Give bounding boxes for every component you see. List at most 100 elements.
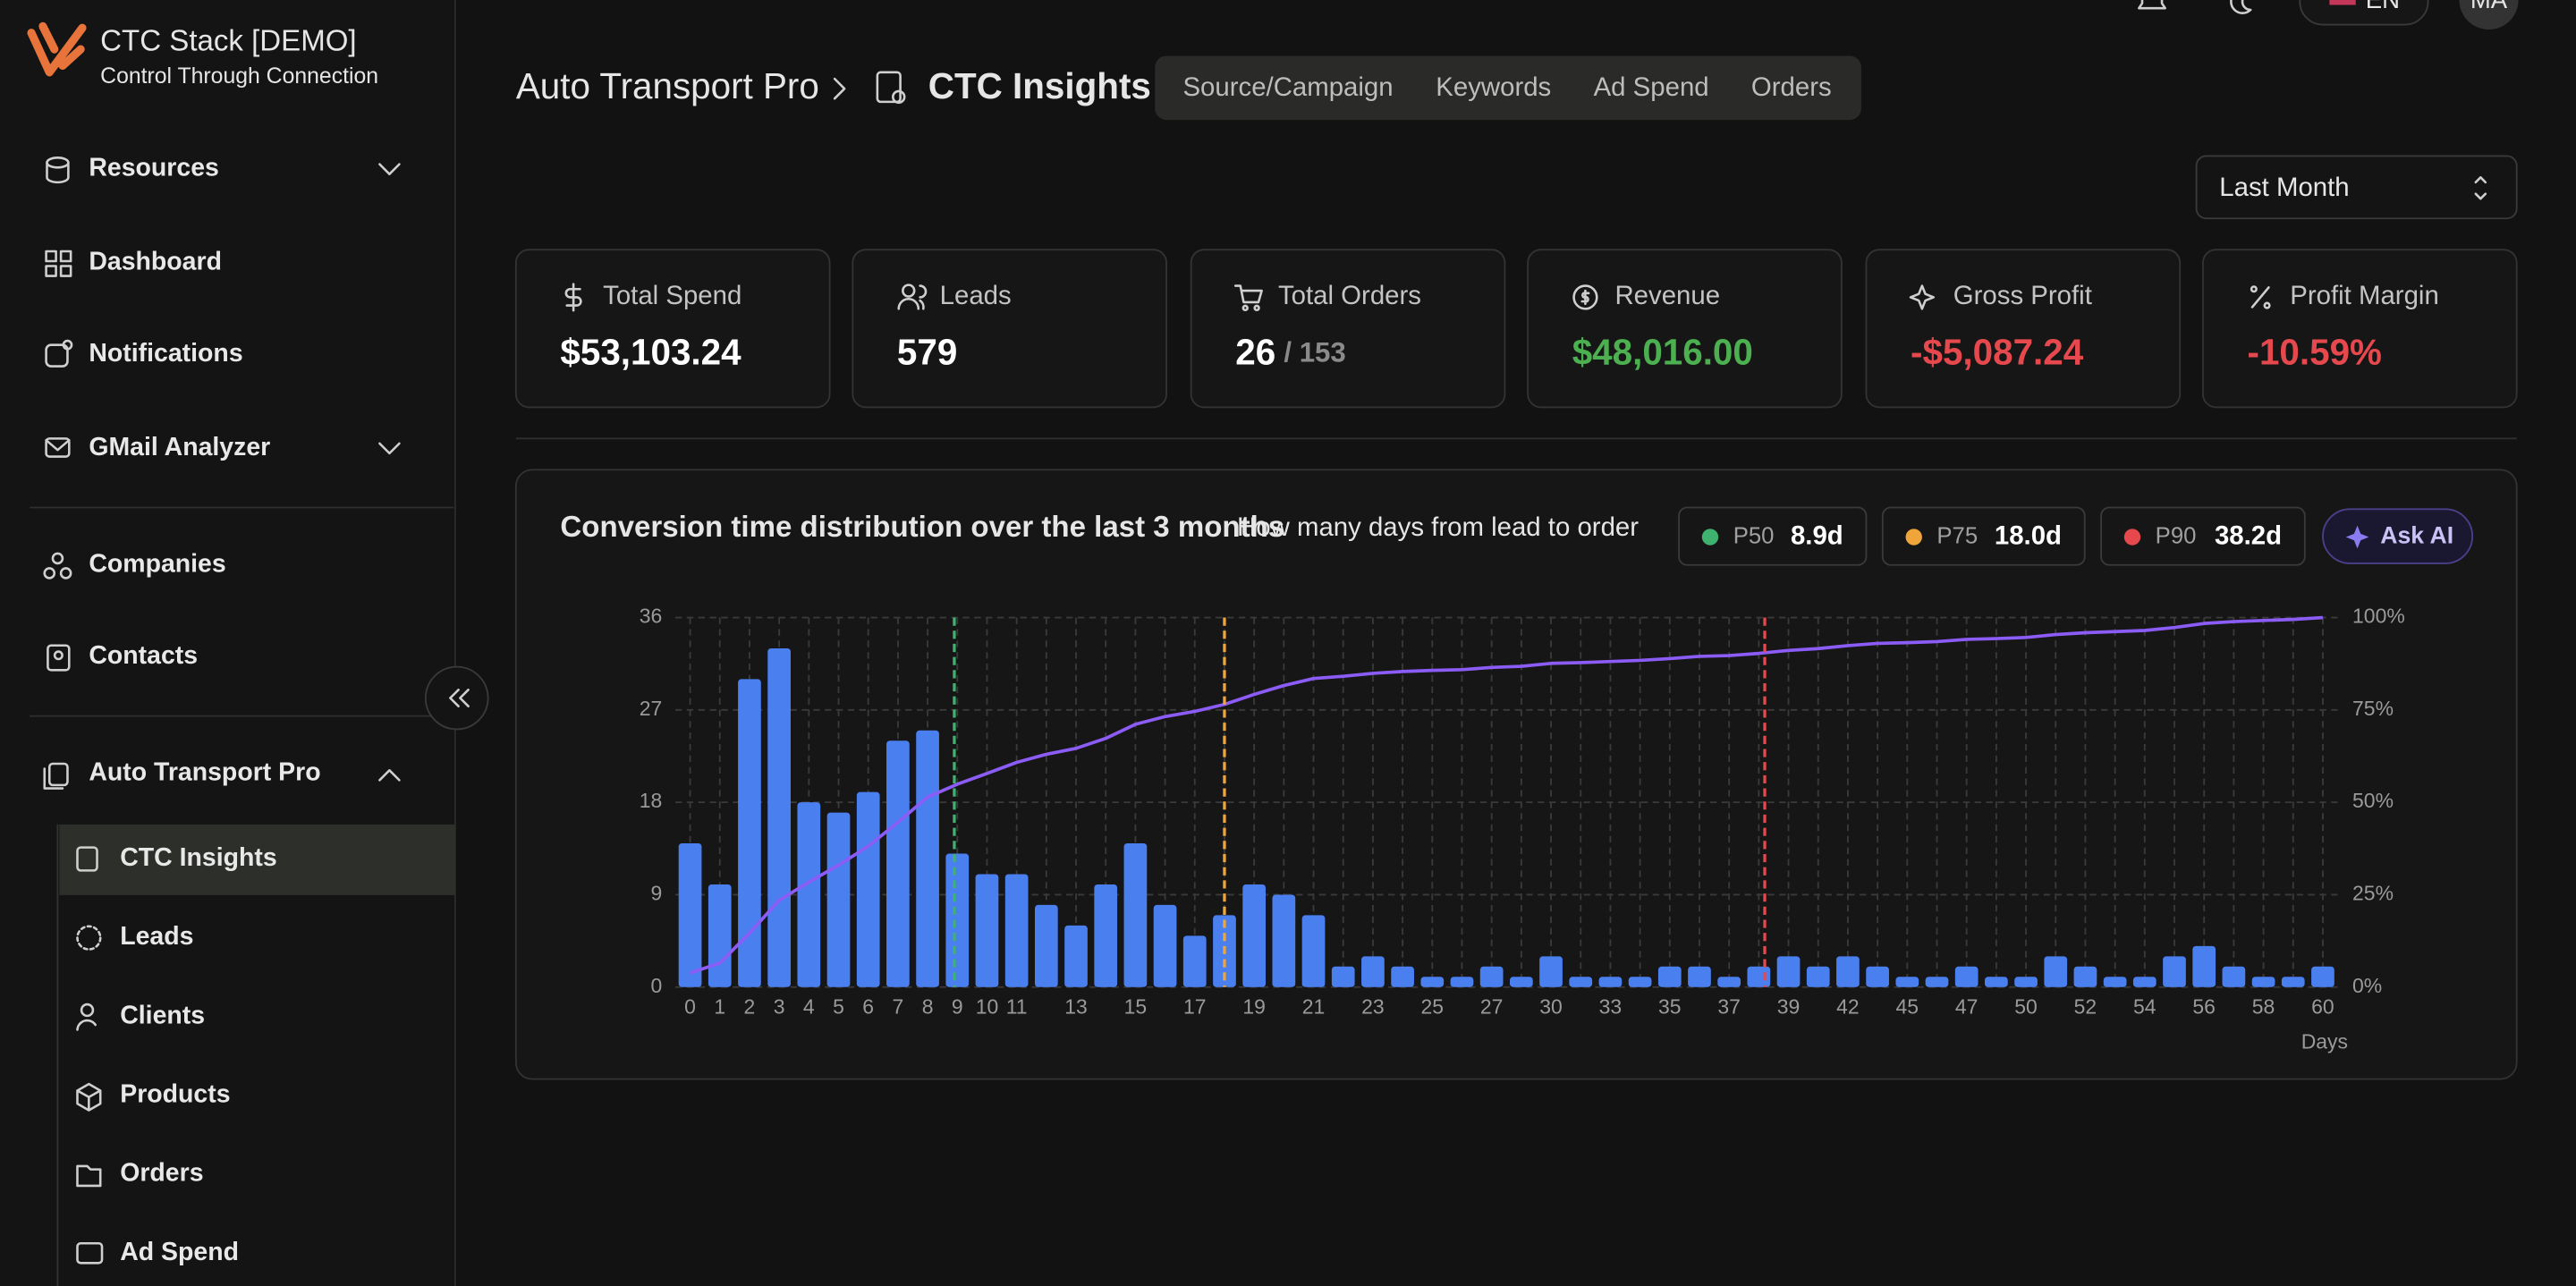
icon <box>59 567 72 580</box>
theme-icon[interactable] <box>2230 0 2252 14</box>
nav-item[interactable]: Resources <box>46 154 401 184</box>
y-tick-label: 18 <box>640 789 663 812</box>
x-tick-label: 13 <box>1064 995 1088 1019</box>
chevron <box>378 442 401 455</box>
stat-label: Revenue <box>1614 281 1720 310</box>
icon <box>45 250 57 263</box>
bar <box>1985 977 2008 987</box>
bar <box>856 791 880 987</box>
tab[interactable]: Ad Spend <box>1594 72 1709 102</box>
bell-icon[interactable] <box>2138 0 2166 10</box>
bar <box>1064 925 1088 987</box>
bar <box>1806 966 1830 987</box>
y2-tick-label: 75% <box>2352 697 2394 720</box>
stat-label: Gross Profit <box>1953 281 2092 310</box>
x-tick-label: 15 <box>1124 995 1148 1019</box>
stat-value: -10.59% <box>2248 331 2382 372</box>
tab[interactable]: Orders <box>1751 72 1832 102</box>
breadcrumb-current: CTC Insights <box>928 65 1151 106</box>
ask-ai-label: Ask AI <box>2380 522 2453 549</box>
bar <box>2073 966 2097 987</box>
x-tick-label: 7 <box>893 995 904 1019</box>
icon <box>45 437 71 458</box>
x-tick-label: 23 <box>1361 995 1385 1019</box>
chevron <box>378 769 401 782</box>
x-tick-label: 60 <box>2311 995 2334 1019</box>
percentile-value: 38.2d <box>2215 520 2282 550</box>
bar <box>945 853 970 987</box>
x-tick-label: 6 <box>862 995 874 1019</box>
icon <box>2250 285 2258 293</box>
stat-value: $48,016.00 <box>1572 331 1753 372</box>
y-tick-label: 36 <box>640 605 663 628</box>
nav-label: Resources <box>89 154 219 182</box>
x-tick-label: 0 <box>684 995 696 1019</box>
tab[interactable]: Keywords <box>1436 72 1551 102</box>
sub-nav-item[interactable]: Orders <box>76 1159 204 1188</box>
bar <box>1123 843 1148 987</box>
collapse-button[interactable] <box>424 665 489 731</box>
icon <box>2250 286 2270 309</box>
icon <box>897 284 928 310</box>
x-tick-label: 27 <box>1480 995 1504 1019</box>
y2-tick-label: 0% <box>2352 974 2382 997</box>
icon <box>47 644 71 672</box>
nav-group[interactable]: Auto Transport Pro <box>43 758 401 790</box>
stat-card <box>2202 249 2518 409</box>
x-tick-label: 58 <box>2252 995 2275 1019</box>
y-tick-label: 27 <box>640 697 663 720</box>
nav-item[interactable]: GMail Analyzer <box>45 433 401 461</box>
percentile-chip <box>1678 506 1868 566</box>
sub-nav-item[interactable]: Clients <box>76 1001 205 1031</box>
sub-nav-item[interactable]: Products <box>76 1079 231 1112</box>
y2-tick-label: 50% <box>2352 789 2394 812</box>
x-tick-label: 2 <box>744 995 756 1019</box>
sub-nav-item[interactable]: Leads <box>76 922 193 951</box>
brand-tagline: Control Through Connection <box>100 64 378 89</box>
chevron <box>378 163 401 175</box>
stat-label: Total Orders <box>1278 281 1421 310</box>
bar <box>1331 966 1355 987</box>
stat-value-detail: / 153 <box>1284 337 1345 368</box>
bar <box>1717 977 1741 987</box>
icon <box>1241 304 1249 312</box>
sub-nav-item[interactable]: Ad Spend <box>76 1238 239 1266</box>
x-tick-label: 10 <box>976 995 999 1019</box>
icon <box>76 1241 104 1265</box>
bar <box>1688 966 1711 987</box>
icon <box>902 283 916 298</box>
percentile-dot <box>1905 529 1922 546</box>
avatar-initials: MA <box>2470 0 2508 13</box>
sub-nav: CTC Insights Leads Clients Products Orde… <box>76 843 277 1266</box>
x-tick-label: 4 <box>803 995 815 1019</box>
x-tick-label: 25 <box>1421 995 1445 1019</box>
bar <box>1153 904 1177 987</box>
icon <box>43 767 64 790</box>
ask-ai-button[interactable] <box>2322 508 2474 564</box>
avatar[interactable] <box>2459 0 2519 30</box>
icon <box>1572 284 1598 310</box>
bar <box>1628 977 1652 987</box>
nav-item[interactable]: Notifications <box>45 339 243 368</box>
tab[interactable]: Source/Campaign <box>1182 72 1393 102</box>
logo[interactable] <box>27 21 87 77</box>
stat-value-main: 26 <box>1235 331 1275 372</box>
language: EN <box>2366 0 2400 13</box>
x-tick-label: 50 <box>2014 995 2038 1019</box>
bar <box>1747 966 1771 987</box>
bar <box>1450 977 1474 987</box>
sub-nav-item[interactable]: CTC Insights <box>76 843 277 872</box>
bar <box>708 884 732 987</box>
bar <box>1479 966 1504 987</box>
breadcrumb-parent[interactable]: Auto Transport Pro <box>516 65 819 106</box>
nav-item[interactable]: Companies <box>43 549 226 580</box>
y2-tick-label: 100% <box>2352 605 2405 628</box>
nav-item[interactable]: Dashboard <box>45 247 222 277</box>
percentile-label: P75 <box>1936 523 1978 548</box>
period-select[interactable] <box>2195 155 2518 220</box>
language-pill[interactable] <box>2299 0 2429 26</box>
nav-item[interactable]: Contacts <box>47 641 198 672</box>
x-tick-label: 9 <box>952 995 963 1019</box>
